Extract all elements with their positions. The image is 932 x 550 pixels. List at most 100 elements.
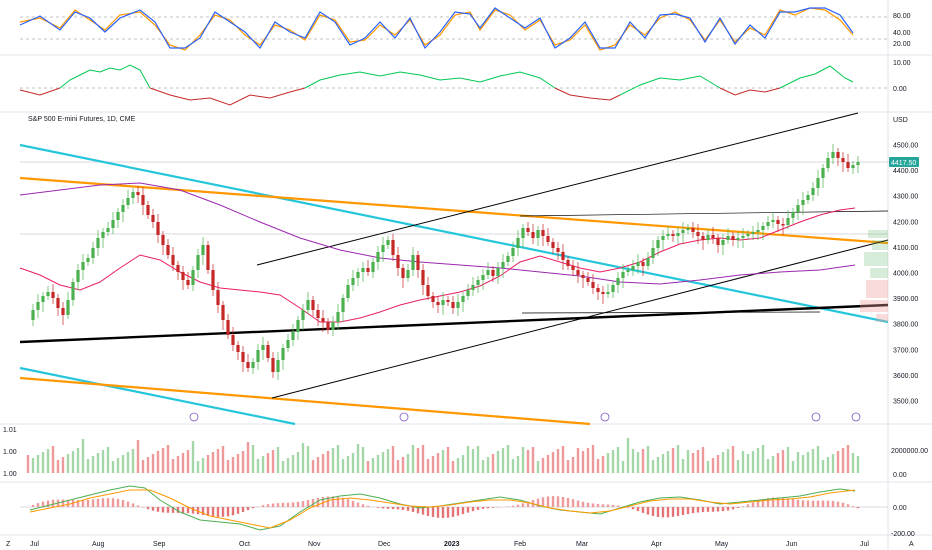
macd-bar [741,506,745,507]
macd-bar [306,500,310,507]
macd-bar [821,500,825,507]
volume-bar [496,451,500,473]
volume-bar [791,461,795,473]
volume-bar [341,459,345,473]
price-pane: 4500.00 4400.00 4300.00 4200.00 4100.00 4000.… [19,112,919,426]
volume-bar [441,450,445,473]
macd-bar [461,507,465,515]
volume-bar [386,449,390,473]
candle-body [156,222,160,235]
chart-title: S&P 500 E-mini Futures, 1D, CME [28,116,136,123]
candle-body [361,268,365,272]
volume-bar [621,461,625,473]
candle-body [191,270,195,285]
price-tick-10: 3500.00 [893,399,918,406]
macd-bar [356,502,360,507]
candle-body [611,285,615,292]
macd-bar [776,497,780,507]
candle-body [751,232,755,234]
macd-bar [146,507,150,510]
volume-bar [191,441,195,473]
candle-body [651,248,655,258]
volume-bar [811,449,815,473]
resistance-line [519,210,889,217]
candle-body [151,215,155,222]
macd-bar [601,504,605,507]
volume-bar [136,440,140,473]
volume-bar [101,450,105,473]
volume-bar [506,445,510,473]
candle-body [431,296,435,302]
volume-bar [661,454,665,473]
macd-bar [721,507,725,512]
price-tick-2: 4300.00 [893,194,918,201]
candle-body [826,158,830,168]
candle-body [511,248,515,256]
macd-bar [126,501,130,507]
volume-bar [626,438,630,473]
volume-bar [486,457,490,473]
price-tick-8: 3700.00 [893,347,918,354]
candle-body [741,236,745,238]
macd-bar [351,500,355,507]
macd-bar [436,507,440,518]
volume-bar [561,446,565,473]
macd-bar [91,499,95,507]
volume-bar [61,457,65,473]
volume-bar [781,450,785,473]
candle-body [226,320,230,335]
macd-bar [186,507,190,514]
macd-bar [806,500,810,507]
candle-body [811,188,815,195]
candle-body [621,272,625,278]
candle-body [791,212,795,218]
candle-body [571,266,575,270]
macd-bar [476,507,480,510]
macd-bar [331,496,335,507]
volume-bar [691,453,695,473]
candle-body [556,248,560,252]
candle-body [841,158,845,162]
macd-bar [506,506,510,507]
candle-body [721,240,725,245]
macd-pane: 0.00 -200.00 [20,485,915,538]
volume-bar [716,455,720,473]
candle-body [691,228,695,232]
volume-bar [481,460,485,473]
x-tick-9: Apr [651,541,663,548]
candle-body [716,238,720,245]
candle-body [256,350,260,362]
osc-tick-0: 10.00 [893,60,911,67]
price-tick-1: 4400.00 [893,168,918,175]
macd-bar [246,507,250,511]
macd-bar [406,507,410,511]
macd-bar [426,507,430,516]
macd-bar [661,507,665,518]
macd-bar [481,507,485,509]
candle-body [326,322,330,330]
macd-bar [276,503,280,507]
candle-body [546,236,550,242]
candle-body [516,238,520,248]
signal-line [29,489,856,529]
volume-bar [816,446,820,473]
volume-bar [236,454,240,473]
volume-bar [491,454,495,473]
x-tick-3: Oct [239,541,250,548]
oscillator-pane: 10.00 0.00 [19,60,911,106]
candle-body [141,195,145,205]
candle-body [761,226,765,230]
volume-bar [556,449,560,473]
volume-bar [476,446,480,473]
macd-bar [346,499,350,507]
volume-bar [536,461,540,473]
macd-bar [161,507,165,513]
volume-bar [116,458,120,473]
candle-body [301,310,305,320]
candle-body [231,335,235,345]
candle-body [81,262,85,270]
volume-bar [251,445,255,473]
macd-bar [151,507,155,511]
candle-body [446,300,450,302]
